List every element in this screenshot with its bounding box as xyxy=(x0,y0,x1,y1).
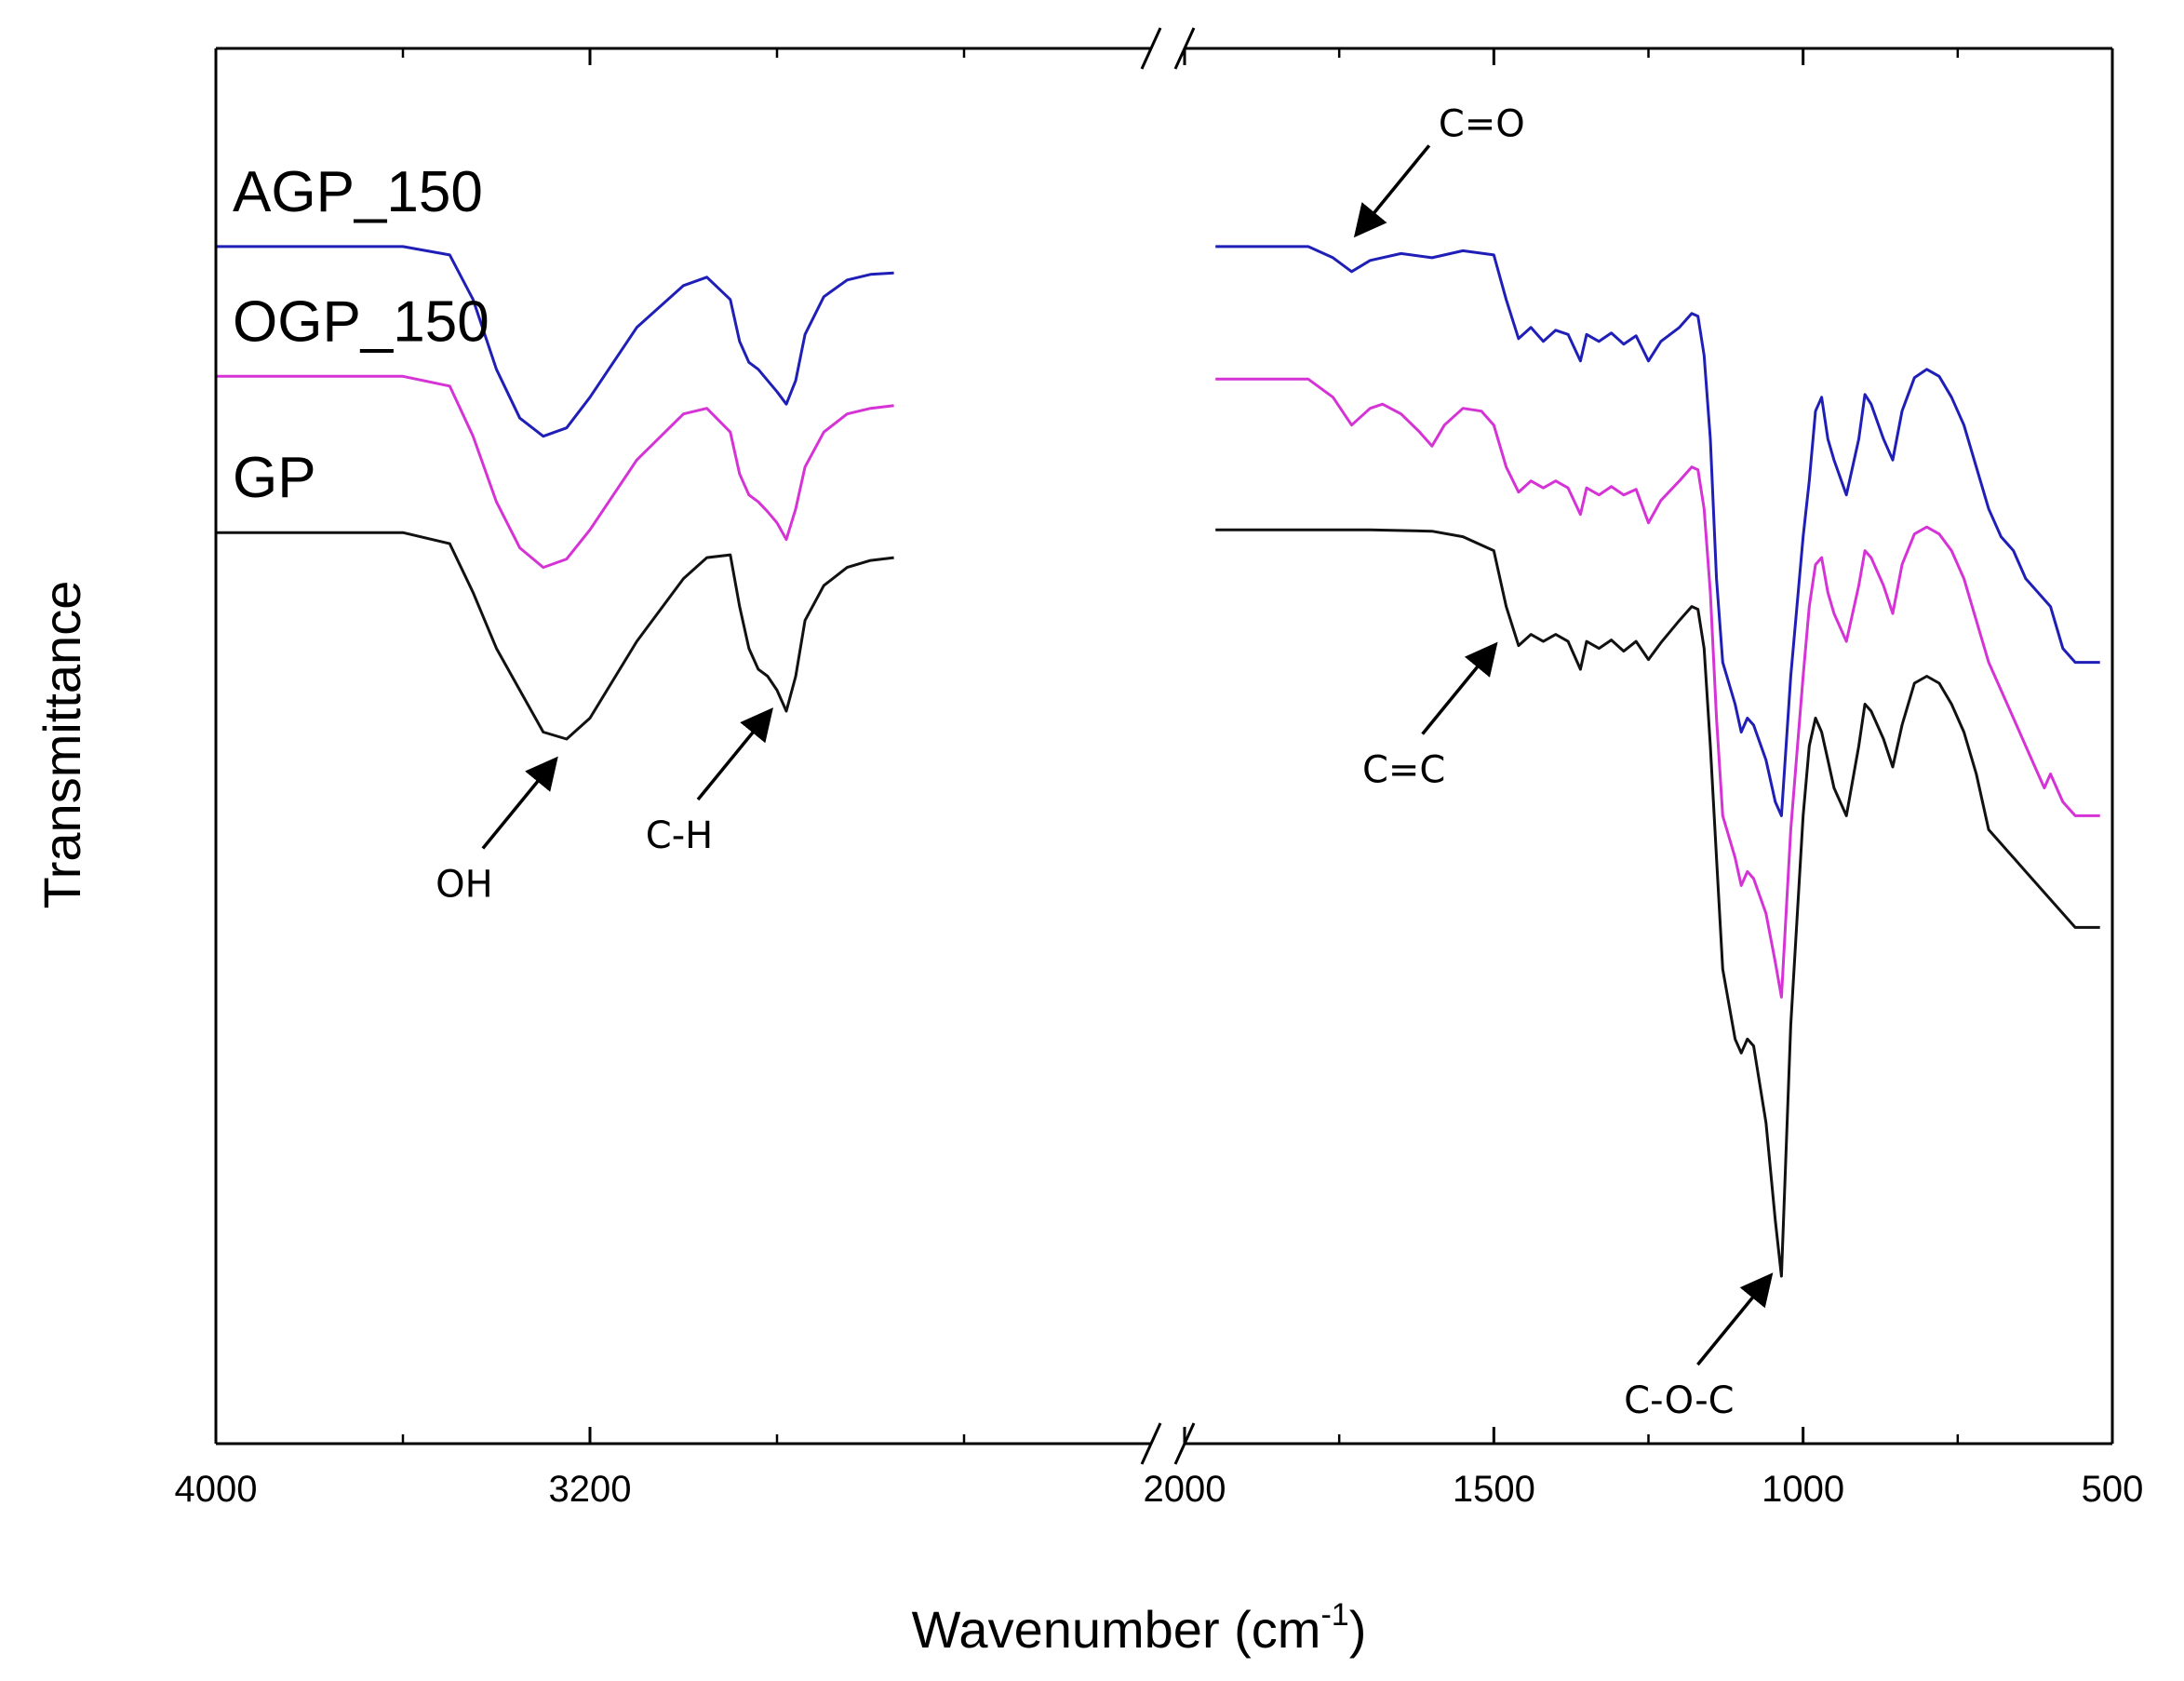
x-axis-title: Wavenumber (cm-1) xyxy=(912,1597,1367,1659)
annotation-arrow xyxy=(696,707,773,801)
x-tick-label: 2000 xyxy=(1144,1469,1226,1510)
axes-layer: 4000 3200 2000 1500 1000 500 xyxy=(175,27,2144,1510)
annotation-label: C=O xyxy=(1439,102,1525,145)
annotation-label: OH xyxy=(435,864,493,907)
annotation-layer: OH C-H C=C C=O C-O-C xyxy=(435,102,1774,1422)
series-layer xyxy=(216,245,2100,1278)
series-line-ogp-150 xyxy=(216,374,894,570)
axis-break-mark xyxy=(1140,1422,1162,1465)
series-line-gp xyxy=(1215,528,2100,1278)
x-tick-label: 3200 xyxy=(549,1469,632,1510)
y-axis-title: Transmittance xyxy=(33,581,91,909)
axis-break-mark xyxy=(1140,27,1162,70)
annotation-arrow xyxy=(1353,144,1431,238)
series-line-gp xyxy=(216,531,894,741)
series-line-ogp-150 xyxy=(1215,377,2100,999)
x-tick-label: 1000 xyxy=(1762,1469,1844,1510)
series-line-agp-150 xyxy=(216,245,894,438)
annotation-label: C-O-C xyxy=(1624,1379,1734,1422)
series-label-layer: AGP_150 OGP_150 GP xyxy=(233,160,489,510)
annotation-label: C-H xyxy=(646,814,713,857)
series-label-agp-150: AGP_150 xyxy=(233,160,483,224)
x-tick-label: 4000 xyxy=(175,1469,258,1510)
annotation-label: C=C xyxy=(1362,749,1445,792)
series-label-gp: GP xyxy=(233,446,316,510)
annotation-arrow xyxy=(1696,1272,1774,1366)
series-line-agp-150 xyxy=(1215,245,2100,817)
x-tick-label: 1500 xyxy=(1453,1469,1535,1510)
x-tick-label: 500 xyxy=(2082,1469,2144,1510)
series-label-ogp-150: OGP_150 xyxy=(233,289,489,354)
annotation-arrow xyxy=(1421,641,1498,735)
annotation-arrow xyxy=(481,756,558,850)
